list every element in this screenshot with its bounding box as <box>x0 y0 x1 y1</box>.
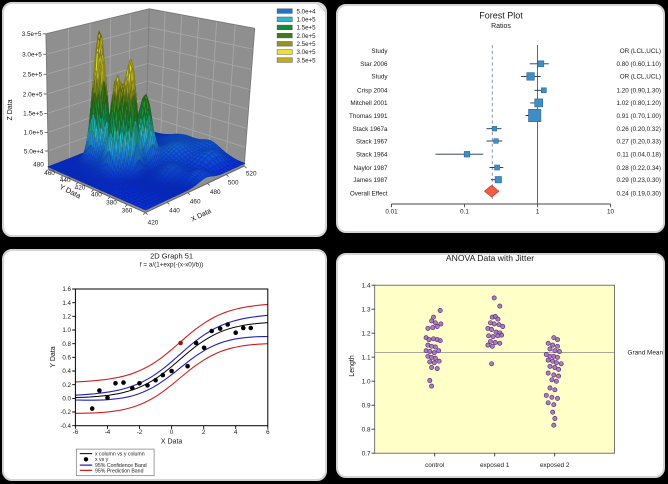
svg-text:0.6: 0.6 <box>62 355 71 362</box>
svg-text:Grand Mean: Grand Mean <box>628 350 664 357</box>
svg-text:420: 420 <box>148 220 159 227</box>
svg-text:OR (LCL,UCL): OR (LCL,UCL) <box>620 74 661 81</box>
svg-text:460: 460 <box>190 199 201 206</box>
svg-text:1: 1 <box>536 209 540 216</box>
svg-text:x vs y: x vs y <box>95 457 109 463</box>
svg-text:Star 2006: Star 2006 <box>360 61 388 68</box>
svg-text:480: 480 <box>210 189 221 196</box>
svg-text:95% Prediction Band: 95% Prediction Band <box>95 468 144 474</box>
svg-text:exposed 1: exposed 1 <box>480 462 510 469</box>
svg-text:5.0e+4: 5.0e+4 <box>297 8 317 15</box>
svg-text:exposed 2: exposed 2 <box>540 462 570 469</box>
svg-text:0.1: 0.1 <box>460 209 469 216</box>
svg-text:3.0e+5: 3.0e+5 <box>22 52 42 59</box>
svg-text:0.28 (0.22,0.34): 0.28 (0.22,0.34) <box>617 165 661 172</box>
svg-text:0.9: 0.9 <box>362 402 371 409</box>
svg-text:0.11 (0.04,0.18): 0.11 (0.04,0.18) <box>617 152 661 159</box>
svg-text:Stack 1964: Stack 1964 <box>356 152 388 159</box>
svg-text:X Data: X Data <box>190 208 212 224</box>
svg-text:2D Graph 51: 2D Graph 51 <box>150 251 193 260</box>
svg-text:0.01: 0.01 <box>385 209 398 216</box>
svg-text:480: 480 <box>33 162 44 169</box>
svg-text:440: 440 <box>169 208 180 215</box>
svg-text:1.0: 1.0 <box>362 378 371 385</box>
svg-text:1.0e+5: 1.0e+5 <box>24 130 44 137</box>
svg-text:1.2: 1.2 <box>362 330 371 337</box>
svg-text:1.5e+5: 1.5e+5 <box>297 25 317 32</box>
svg-text:OR (LCL,UCL): OR (LCL,UCL) <box>620 48 661 55</box>
svg-text:control: control <box>425 462 444 469</box>
svg-text:3.5e+5: 3.5e+5 <box>22 31 42 38</box>
svg-text:0.24 (0.19,0.30): 0.24 (0.19,0.30) <box>617 190 661 197</box>
svg-text:Study: Study <box>371 48 388 55</box>
svg-text:0.7: 0.7 <box>362 450 371 457</box>
svg-text:380: 380 <box>106 199 117 206</box>
svg-text:4: 4 <box>234 429 238 436</box>
svg-text:Length: Length <box>349 355 356 377</box>
svg-text:1.5e+5: 1.5e+5 <box>23 111 43 118</box>
svg-text:1.4: 1.4 <box>362 282 371 289</box>
svg-text:Overall Effect: Overall Effect <box>350 190 388 197</box>
svg-text:Study: Study <box>371 74 388 81</box>
svg-text:3.0e+5: 3.0e+5 <box>297 49 317 56</box>
svg-text:0.2: 0.2 <box>62 382 71 389</box>
svg-text:1.1: 1.1 <box>362 354 371 361</box>
svg-text:0.8: 0.8 <box>62 341 71 348</box>
svg-text:3.5e+5: 3.5e+5 <box>297 57 317 64</box>
svg-text:520: 520 <box>246 171 257 178</box>
svg-text:Mitchell 2001: Mitchell 2001 <box>350 100 388 107</box>
svg-text:1.3: 1.3 <box>362 306 371 313</box>
svg-text:0.0: 0.0 <box>62 396 71 403</box>
svg-text:0.4: 0.4 <box>62 368 71 375</box>
svg-text:360: 360 <box>122 207 133 214</box>
svg-text:-0.4: -0.4 <box>60 423 71 430</box>
svg-text:2: 2 <box>202 429 206 436</box>
svg-text:ANOVA Data with Jitter: ANOVA Data with Jitter <box>446 255 534 263</box>
svg-text:1.2: 1.2 <box>62 314 71 321</box>
svg-text:1.02 (0.80,1.20): 1.02 (0.80,1.20) <box>617 100 661 107</box>
svg-text:1.20 (0.90,1.30): 1.20 (0.90,1.30) <box>617 88 661 95</box>
svg-text:Ratios: Ratios <box>491 23 511 30</box>
svg-text:5.0e+4: 5.0e+4 <box>24 148 44 155</box>
svg-text:0.91 (0.70,1.00): 0.91 (0.70,1.00) <box>617 113 661 120</box>
svg-text:Crisp 2004: Crisp 2004 <box>357 88 388 95</box>
svg-text:1.4: 1.4 <box>62 300 71 307</box>
svg-text:6: 6 <box>266 429 270 436</box>
svg-text:1.0e+5: 1.0e+5 <box>297 17 317 24</box>
svg-text:420: 420 <box>75 184 86 191</box>
svg-text:Forest Plot: Forest Plot <box>479 11 523 21</box>
svg-text:f = a/(1+exp(-(x-x0)/b)): f = a/(1+exp(-(x-x0)/b)) <box>140 262 203 269</box>
svg-text:X Data: X Data <box>161 439 183 446</box>
svg-text:10: 10 <box>607 209 615 216</box>
svg-text:2.0e+5: 2.0e+5 <box>297 33 317 40</box>
svg-text:Z Data: Z Data <box>7 99 14 120</box>
svg-text:500: 500 <box>228 180 239 187</box>
svg-text:400: 400 <box>91 192 102 199</box>
svg-text:James 1987: James 1987 <box>353 177 388 184</box>
svg-text:95% Confidence Band: 95% Confidence Band <box>95 463 147 469</box>
svg-text:-0.2: -0.2 <box>60 409 71 416</box>
svg-text:Thomas 1991: Thomas 1991 <box>349 113 388 120</box>
svg-text:Naylor 1987: Naylor 1987 <box>354 165 388 172</box>
svg-text:Y Data: Y Data <box>50 346 57 367</box>
svg-text:Stack 1967: Stack 1967 <box>356 138 388 145</box>
svg-text:1.0: 1.0 <box>62 327 71 334</box>
svg-text:-6: -6 <box>73 429 79 436</box>
svg-text:1.6: 1.6 <box>62 286 71 293</box>
svg-text:0.29 (0.23,0.30): 0.29 (0.23,0.30) <box>617 177 661 184</box>
svg-text:0.8: 0.8 <box>362 426 371 433</box>
svg-text:0: 0 <box>170 429 174 436</box>
svg-text:-2: -2 <box>137 429 143 436</box>
svg-text:x column vs y column: x column vs y column <box>95 452 145 458</box>
svg-text:460: 460 <box>44 170 55 177</box>
svg-text:0.80 (0.60,1.10): 0.80 (0.60,1.10) <box>617 61 661 68</box>
svg-text:0.26 (0.20,0.32): 0.26 (0.20,0.32) <box>617 126 661 133</box>
svg-text:-4: -4 <box>105 429 111 436</box>
svg-text:Stack 1967a: Stack 1967a <box>352 126 388 133</box>
svg-text:0.27 (0.20,0.33): 0.27 (0.20,0.33) <box>617 138 661 145</box>
svg-text:2.5e+5: 2.5e+5 <box>22 72 42 79</box>
svg-text:440: 440 <box>60 177 71 184</box>
svg-text:2.0e+5: 2.0e+5 <box>23 91 43 98</box>
svg-text:2.5e+5: 2.5e+5 <box>297 41 317 48</box>
